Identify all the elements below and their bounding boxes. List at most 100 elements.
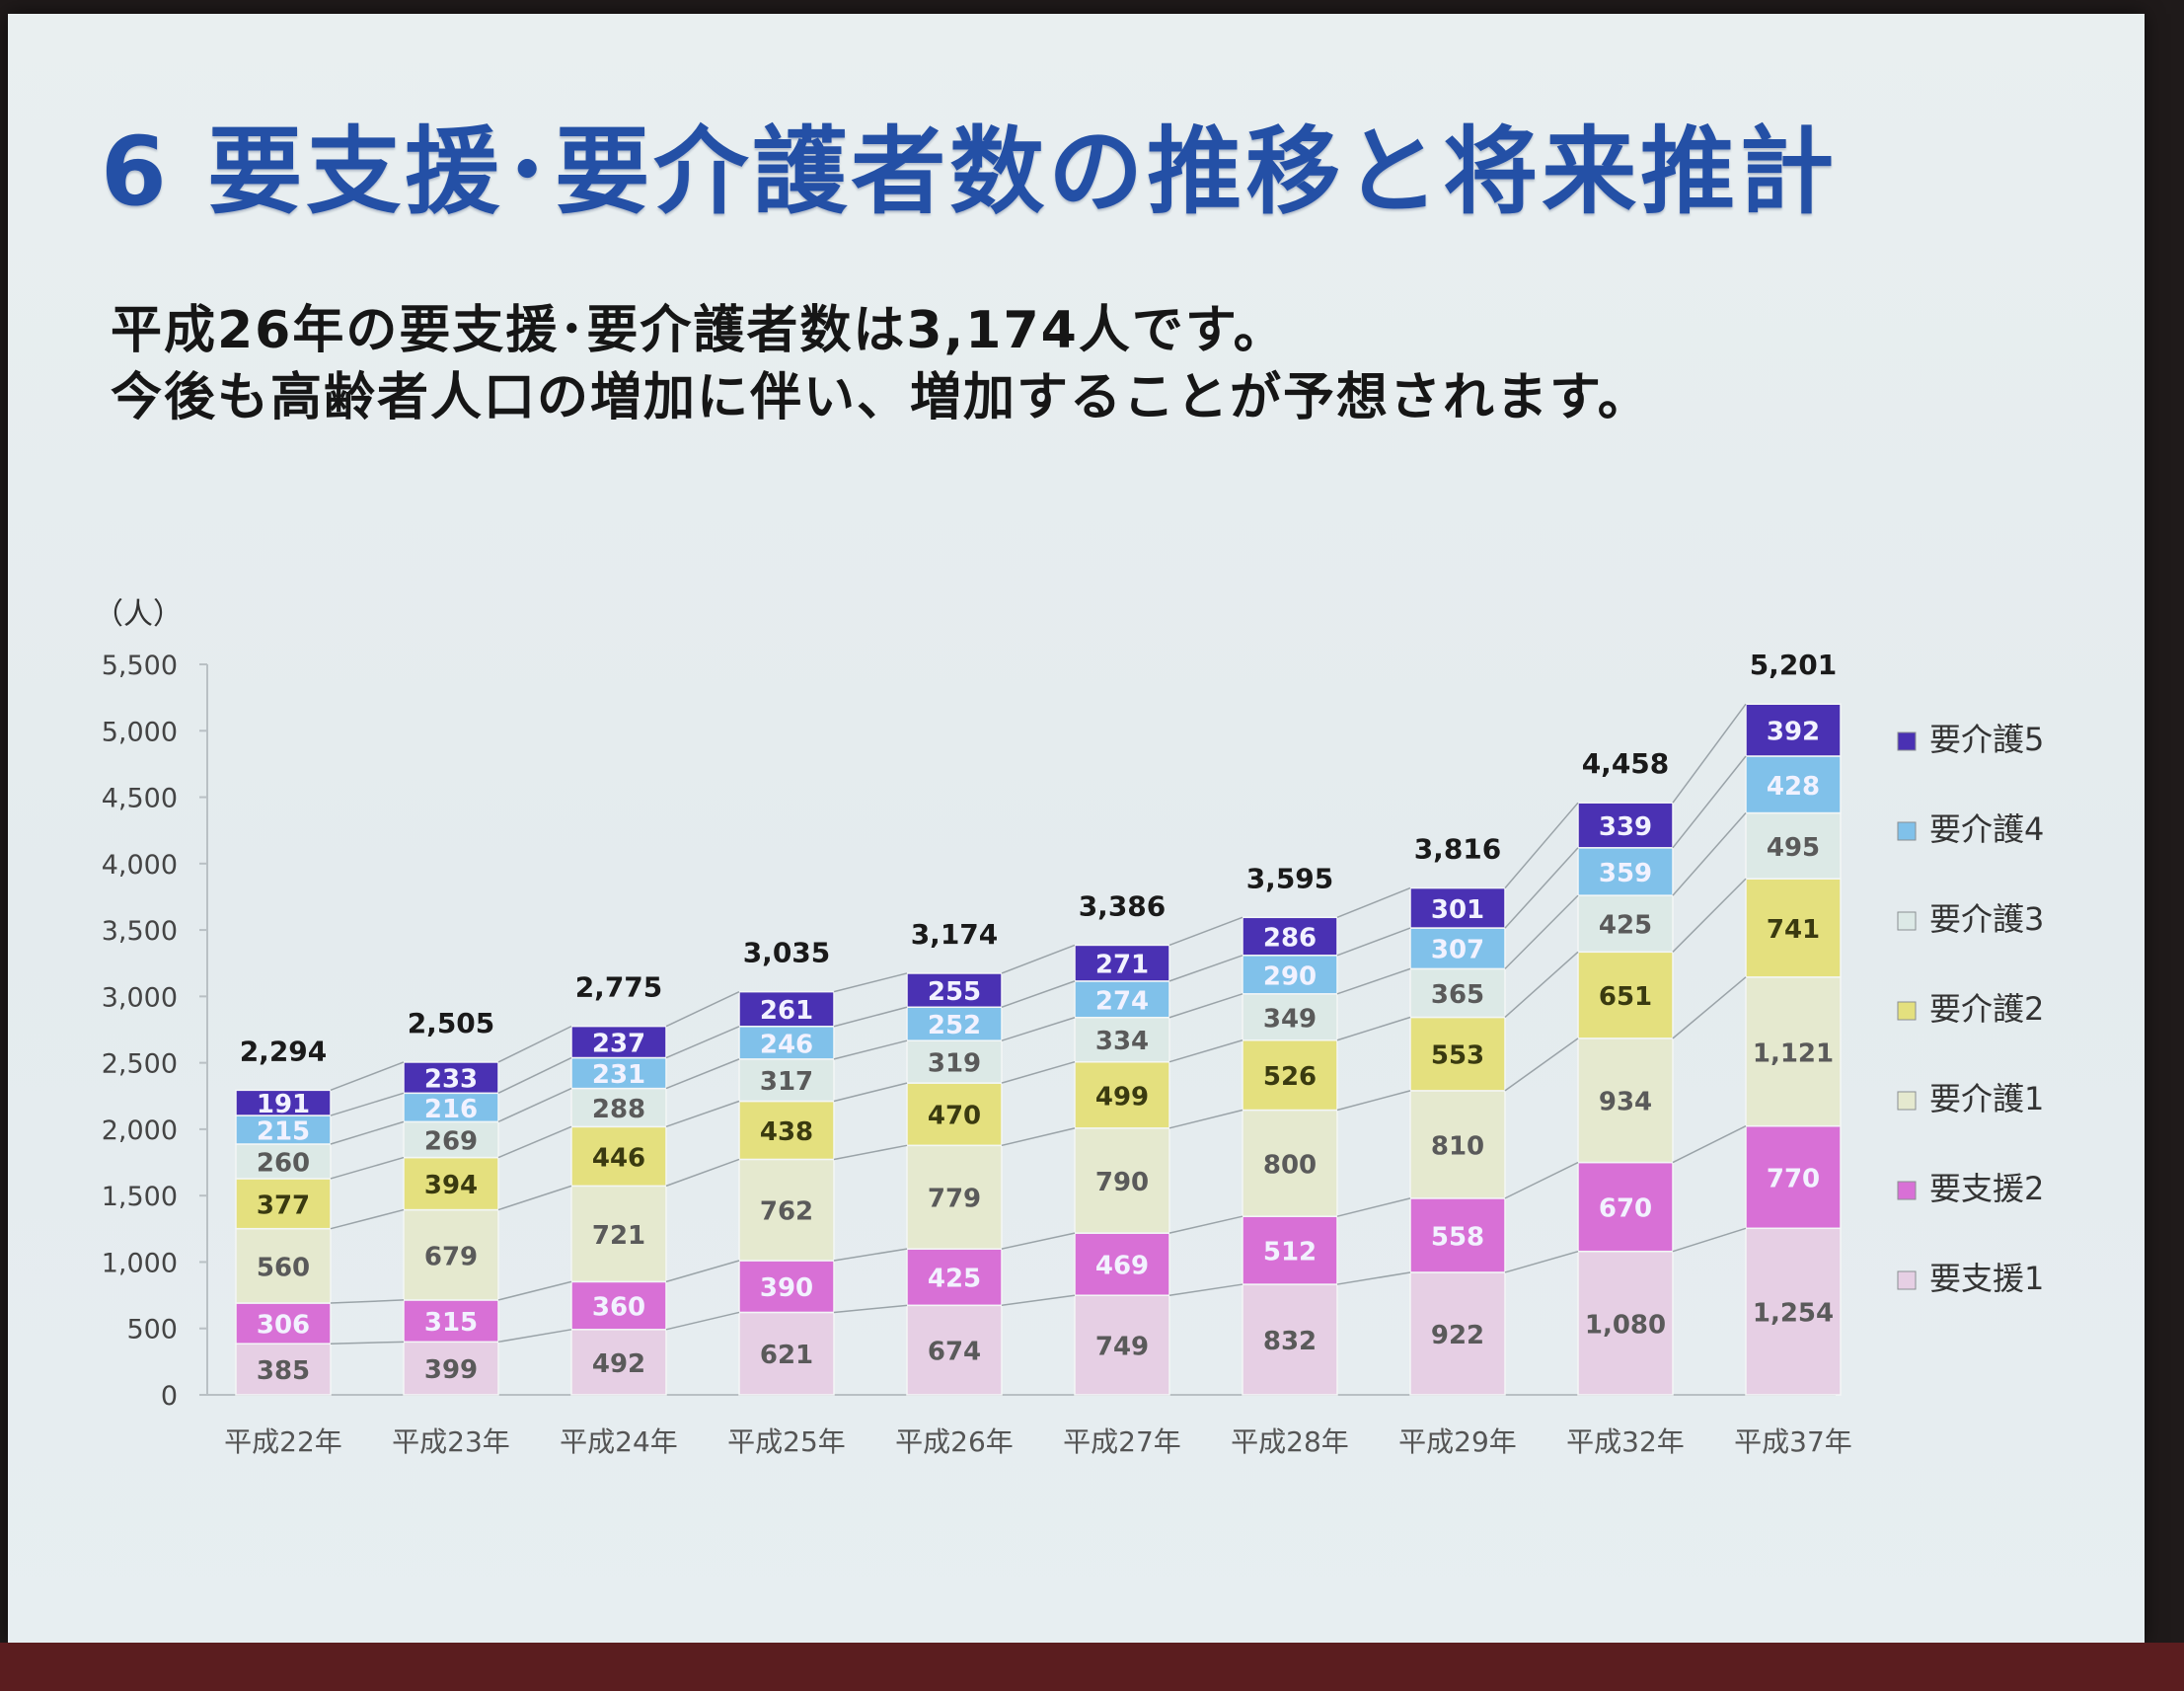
series-connector-line bbox=[1336, 967, 1411, 995]
series-connector-line bbox=[1336, 1271, 1411, 1285]
data-label: 1,080 bbox=[1585, 1310, 1666, 1340]
series-connector-line bbox=[1168, 1283, 1243, 1296]
data-label: 679 bbox=[424, 1242, 478, 1271]
series-connector-line bbox=[330, 1156, 405, 1180]
x-tick-label: 平成26年 bbox=[895, 1425, 1014, 1458]
data-label: 334 bbox=[1095, 1027, 1149, 1056]
data-label: 800 bbox=[1263, 1150, 1317, 1180]
bar-segment bbox=[235, 1343, 332, 1396]
bar-segment bbox=[738, 1058, 835, 1103]
data-label: 216 bbox=[424, 1095, 478, 1124]
bar-segment bbox=[403, 1208, 499, 1301]
x-tick-label: 平成32年 bbox=[1566, 1425, 1685, 1458]
legend-label: 要支援1 bbox=[1929, 1260, 2044, 1297]
bar-segment bbox=[403, 1156, 499, 1211]
x-tick-label: 平成25年 bbox=[727, 1425, 846, 1458]
series-connector-line bbox=[665, 1158, 740, 1188]
series-connector-line bbox=[833, 1144, 908, 1161]
series-connector-line bbox=[1168, 1215, 1243, 1234]
bar-segment bbox=[906, 1082, 1003, 1147]
legend-swatch bbox=[1897, 911, 1917, 931]
series-connector-line bbox=[1168, 1039, 1243, 1063]
bar-segment bbox=[906, 1006, 1003, 1041]
series-connector-line bbox=[1001, 1232, 1076, 1250]
series-connector-line bbox=[665, 1260, 740, 1283]
bar-segment bbox=[1074, 1294, 1170, 1396]
y-tick-label: 1,000 bbox=[102, 1248, 178, 1278]
bar-segment bbox=[1242, 1039, 1338, 1112]
series-connector-line bbox=[1168, 916, 1243, 947]
series-connector-line bbox=[833, 1006, 908, 1028]
series-connector-line bbox=[833, 1082, 908, 1103]
legend-swatch bbox=[1897, 1001, 1917, 1021]
x-tick-label: 平成29年 bbox=[1398, 1425, 1517, 1458]
bar-segment bbox=[1074, 944, 1170, 982]
data-label: 319 bbox=[928, 1049, 981, 1079]
series-connector-line bbox=[1672, 1125, 1747, 1164]
data-label: 307 bbox=[1431, 936, 1484, 965]
bar-segment bbox=[1242, 955, 1338, 995]
y-tick-label: 0 bbox=[161, 1381, 178, 1412]
series-connector-line bbox=[1504, 1250, 1579, 1273]
legend-label: 要介護2 bbox=[1929, 990, 2044, 1028]
bar-segment bbox=[1409, 886, 1506, 929]
data-label: 306 bbox=[257, 1311, 310, 1341]
data-label: 392 bbox=[1767, 718, 1820, 747]
data-label: 922 bbox=[1431, 1321, 1484, 1350]
series-connector-line bbox=[330, 1061, 405, 1092]
x-tick-label: 平成22年 bbox=[224, 1425, 342, 1458]
bar-segment bbox=[235, 1302, 332, 1345]
bar-segment bbox=[403, 1061, 499, 1095]
data-label: 399 bbox=[424, 1355, 478, 1385]
x-tick-label: 平成28年 bbox=[1231, 1425, 1349, 1458]
bar-segment bbox=[570, 1025, 667, 1059]
y-tick-label: 500 bbox=[126, 1315, 178, 1345]
bar-segment bbox=[738, 1026, 835, 1060]
y-tick-label: 3,500 bbox=[102, 916, 178, 947]
bar-segment bbox=[1242, 916, 1338, 957]
bar-segment bbox=[738, 1100, 835, 1161]
data-label: 252 bbox=[928, 1011, 981, 1040]
y-tick-label: 4,500 bbox=[102, 784, 178, 814]
y-tick-label: 2,000 bbox=[102, 1115, 178, 1146]
data-label: 621 bbox=[760, 1341, 813, 1370]
data-label: 810 bbox=[1431, 1131, 1484, 1161]
y-axis-unit-label: （人） bbox=[94, 597, 183, 632]
bar-segment bbox=[906, 1039, 1003, 1084]
data-label: 315 bbox=[424, 1308, 478, 1338]
data-label: 215 bbox=[257, 1117, 310, 1147]
legend-swatch bbox=[1897, 731, 1917, 751]
bar-segment bbox=[235, 1115, 332, 1145]
data-label: 425 bbox=[1599, 911, 1652, 941]
series-connector-line bbox=[665, 990, 740, 1028]
series-connector-line bbox=[497, 1125, 572, 1159]
data-label: 288 bbox=[592, 1095, 645, 1124]
bar-segment bbox=[570, 1280, 667, 1331]
series-connector-line bbox=[1672, 976, 1747, 1039]
bar-segment bbox=[235, 1227, 332, 1304]
data-label: 779 bbox=[928, 1185, 981, 1214]
legend-label: 要介護1 bbox=[1929, 1080, 2044, 1117]
series-connector-line bbox=[497, 1329, 572, 1344]
slide-title: 6 要支援･要介護者数の推移と将来推計 bbox=[101, 116, 1839, 227]
data-label: 721 bbox=[592, 1221, 645, 1251]
total-label: 2,505 bbox=[408, 1007, 495, 1039]
data-label: 271 bbox=[1095, 951, 1149, 980]
bar-segment bbox=[1745, 811, 1842, 880]
series-connector-line bbox=[1168, 993, 1243, 1019]
data-label: 492 bbox=[592, 1349, 645, 1379]
series-connector-line bbox=[497, 1185, 572, 1211]
series-connector-line bbox=[1336, 927, 1411, 957]
bar-segment bbox=[1577, 1038, 1674, 1164]
bar-segment bbox=[403, 1120, 499, 1159]
bar-segment bbox=[570, 1185, 667, 1283]
series-connector-line bbox=[1001, 1060, 1076, 1084]
y-tick-label: 4,000 bbox=[102, 850, 178, 881]
data-label: 832 bbox=[1263, 1327, 1317, 1356]
data-label: 526 bbox=[1263, 1062, 1317, 1092]
bar-segment bbox=[1577, 894, 1674, 954]
data-label: 385 bbox=[257, 1356, 310, 1386]
bar-segment bbox=[235, 1089, 332, 1116]
data-label: 349 bbox=[1263, 1004, 1317, 1034]
